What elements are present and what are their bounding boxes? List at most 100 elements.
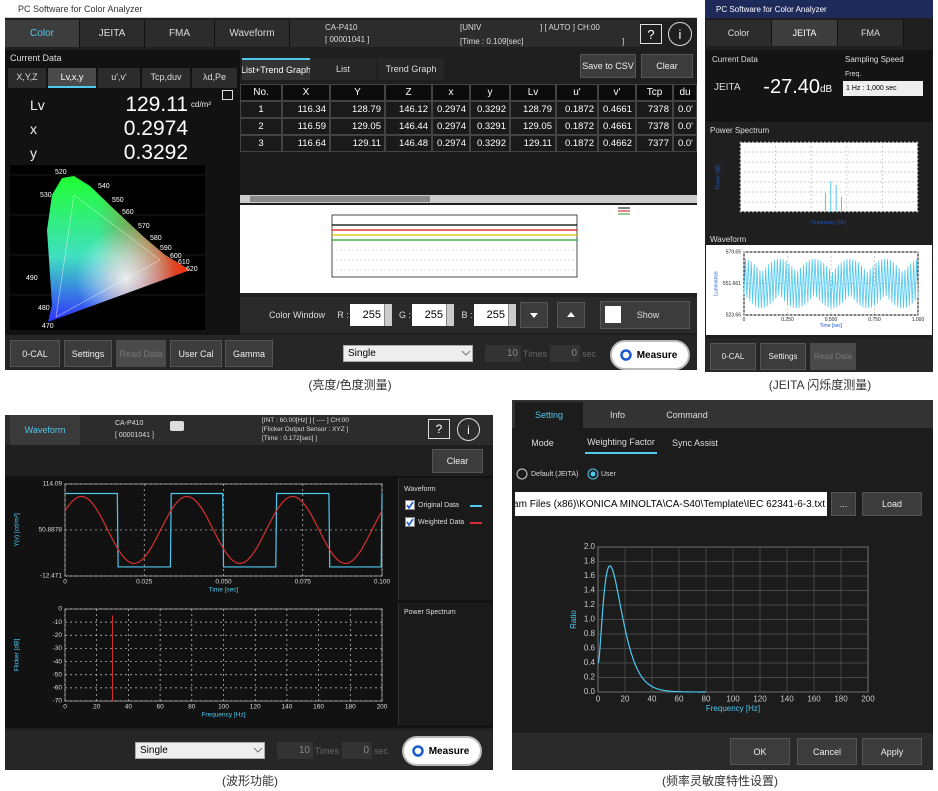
tab[interactable]: Command — [666, 410, 708, 420]
freq-dropdown[interactable]: 1 Hz : 1,000 sec — [843, 81, 923, 96]
browse-button[interactable]: ... — [831, 492, 856, 516]
table-header-cell: Y — [330, 84, 385, 101]
spinner[interactable] — [384, 304, 392, 326]
rgb-input[interactable]: 255 — [350, 304, 384, 326]
info-button[interactable]: i — [668, 22, 692, 46]
spinner[interactable] — [508, 304, 516, 326]
table-header-cell: du — [673, 84, 697, 101]
mode-dropdown[interactable]: Single — [343, 345, 473, 362]
load-button[interactable]: Load — [862, 492, 922, 516]
data-tab[interactable]: X,Y,Z — [8, 68, 46, 88]
table-header-cell: Lv — [510, 84, 556, 101]
bottom-button[interactable]: 0-CAL — [10, 340, 60, 367]
mode-dropdown[interactable]: Single — [135, 742, 265, 759]
clear-button[interactable]: Clear — [641, 54, 693, 78]
radio-label[interactable]: User — [601, 470, 616, 478]
subtab[interactable]: Weighting Factor — [585, 432, 657, 454]
bottom-button[interactable]: Read Data — [116, 340, 166, 367]
spinner[interactable] — [446, 304, 454, 326]
bottom-button[interactable]: Read Data — [810, 343, 856, 370]
help-button[interactable]: ? — [640, 24, 662, 44]
window-controls — [5, 400, 493, 415]
jeita-label: JEITA — [714, 82, 741, 93]
radio — [516, 468, 528, 480]
table-cell: 0.4661 — [598, 101, 636, 118]
x-axis-title: Time [sec] — [820, 323, 843, 329]
view-tab[interactable]: Trend Graph — [378, 58, 444, 80]
measure-button[interactable]: Measure — [610, 340, 690, 370]
count-input[interactable]: 10 — [277, 742, 313, 759]
reading-unit: cd/m² — [191, 99, 211, 109]
interval-input[interactable]: 0 — [342, 742, 372, 759]
y-axis-title: Flicker [dB] — [14, 639, 21, 672]
y-tick-label: -40 — [53, 658, 63, 665]
interval-input[interactable]: 0 — [550, 345, 580, 362]
radio-label[interactable]: Default (JEITA) — [531, 470, 579, 478]
table-cell: 0.1872 — [556, 135, 598, 152]
section-label: Current Data — [712, 54, 758, 64]
table-cell: 146.44 — [385, 118, 432, 135]
table-header-cell: Z — [385, 84, 432, 101]
save-csv-button[interactable]: Save to CSV — [580, 54, 636, 78]
subtab[interactable]: Sync Assist — [671, 438, 718, 448]
device-model: CA-P410 — [115, 419, 144, 427]
dialog-button[interactable]: Cancel — [797, 738, 857, 765]
tab[interactable]: Setting — [515, 402, 583, 428]
dialog-button[interactable]: OK — [730, 738, 790, 765]
tab[interactable]: FMA — [145, 20, 215, 47]
bottom-button[interactable]: 0-CAL — [710, 343, 756, 370]
tab[interactable]: Color — [5, 20, 80, 47]
tab[interactable]: FMA — [838, 20, 904, 46]
data-tab[interactable]: Lv,x,y — [48, 68, 96, 88]
bottom-button[interactable]: User Cal — [170, 340, 222, 367]
tab[interactable]: Color — [706, 20, 772, 46]
table-cell: 7378 — [636, 118, 673, 135]
tab[interactable]: JEITA — [772, 20, 838, 46]
file-path: am Files (x86)\KONICA MINOLTA\CA-S40\Tem… — [515, 492, 827, 516]
bottom-button[interactable]: Settings — [64, 340, 112, 367]
rgb-input[interactable]: 255 — [412, 304, 446, 326]
x-tick-label: 20 — [621, 694, 630, 703]
table-cell: 1 — [240, 101, 282, 118]
x-tick-label: 0 — [739, 214, 742, 220]
clear-button[interactable]: Clear — [432, 449, 483, 473]
jeita-value: -27.40 — [763, 75, 820, 98]
rgb-input[interactable]: 255 — [474, 304, 508, 326]
data-tab[interactable]: u',v' — [98, 68, 140, 88]
arrow — [567, 312, 575, 317]
x-tick-label: 20 — [93, 704, 101, 711]
y-tick-label: -30 — [730, 169, 737, 175]
legend-checkbox[interactable] — [405, 500, 415, 510]
bottom-button[interactable]: Settings — [760, 343, 806, 370]
measure-button[interactable]: Measure — [402, 736, 482, 766]
tab[interactable]: Info — [609, 410, 625, 420]
wavelength-label: 540 — [98, 183, 110, 190]
check-icon — [406, 501, 414, 510]
view-tab[interactable]: List — [310, 58, 376, 80]
tab[interactable]: Waveform — [215, 20, 290, 47]
bottom-button[interactable]: Gamma — [225, 340, 273, 367]
view-tab[interactable]: List+Trend Graph — [242, 58, 310, 80]
power-spectrum-chart: 0-10-20-30-40-50-60-700 10 20 30 40 50Frequen… — [715, 139, 921, 226]
data-tab[interactable]: Tcp,duv — [142, 68, 190, 88]
y-tick-label: 0.2 — [584, 673, 596, 682]
tab[interactable]: JEITA — [80, 20, 145, 47]
window-titlebar — [705, 0, 933, 18]
wavelength-label: 600 — [170, 253, 182, 260]
y-tick-label: 579.65 — [726, 249, 742, 255]
x-tick-label: 50 — [915, 214, 921, 220]
info-button[interactable]: i — [457, 418, 480, 441]
data-tab[interactable]: λd,Pe — [192, 68, 237, 88]
subtab[interactable]: Mode — [531, 438, 554, 448]
table-header-cell: u' — [556, 84, 598, 101]
legend-checkbox[interactable] — [405, 517, 415, 527]
reading-value: 0.2974 — [123, 117, 188, 140]
count-input[interactable]: 10 — [485, 345, 521, 362]
help-button[interactable]: ? — [428, 419, 450, 439]
status-line: [Flicker Output Sensor : XYZ ] — [262, 426, 349, 433]
tab[interactable]: Waveform — [10, 415, 80, 445]
table-header-cell: x — [432, 84, 470, 101]
arrow-icons — [530, 312, 575, 318]
dialog-button[interactable]: Apply — [862, 738, 922, 765]
radio-icons — [516, 468, 599, 480]
